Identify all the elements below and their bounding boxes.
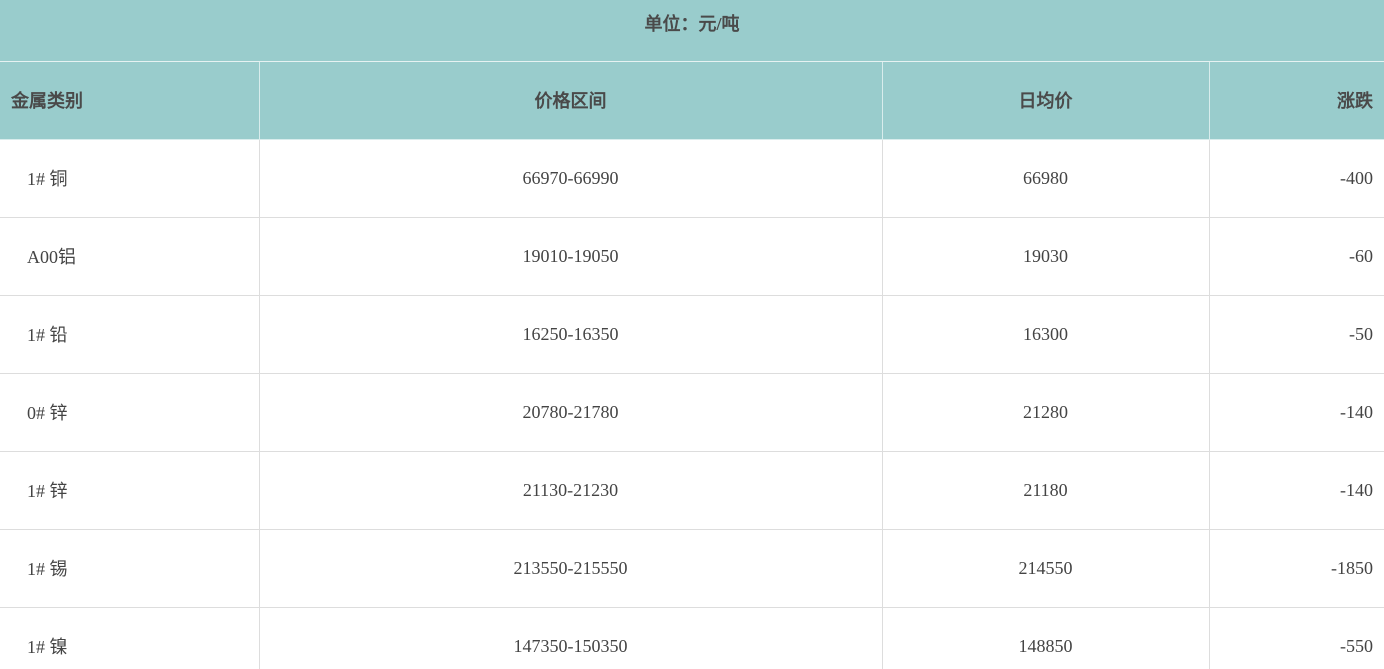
table-row: A00铝 19010-19050 19030 -60 (0, 216, 1384, 296)
cell-average-price: 214550 (881, 528, 1210, 608)
table-row: 1# 铜 66970-66990 66980 -400 (0, 138, 1384, 218)
col-header-range: 价格区间 (258, 61, 883, 140)
cell-price-range: 19010-19050 (258, 216, 883, 296)
table-row: 0# 锌 20780-21780 21280 -140 (0, 372, 1384, 452)
cell-change: -50 (1208, 294, 1384, 374)
cell-average-price: 148850 (881, 606, 1210, 669)
cell-metal: 1# 锡 (0, 528, 260, 608)
header-row: 金属类别 价格区间 日均价 涨跌 (0, 61, 1384, 140)
cell-change: -400 (1208, 138, 1384, 218)
col-header-metal: 金属类别 (0, 61, 260, 140)
cell-price-range: 16250-16350 (258, 294, 883, 374)
cell-metal: 1# 镍 (0, 606, 260, 669)
cell-change: -140 (1208, 450, 1384, 530)
cell-average-price: 21180 (881, 450, 1210, 530)
cell-change: -140 (1208, 372, 1384, 452)
table-row: 1# 镍 147350-150350 148850 -550 (0, 606, 1384, 669)
cell-average-price: 16300 (881, 294, 1210, 374)
cell-change: -550 (1208, 606, 1384, 669)
cell-metal: 1# 铜 (0, 138, 260, 218)
col-header-change: 涨跌 (1208, 61, 1384, 140)
table-row: 1# 铅 16250-16350 16300 -50 (0, 294, 1384, 374)
cell-price-range: 147350-150350 (258, 606, 883, 669)
cell-average-price: 19030 (881, 216, 1210, 296)
table-row: 1# 锡 213550-215550 214550 -1850 (0, 528, 1384, 608)
cell-price-range: 213550-215550 (258, 528, 883, 608)
cell-average-price: 21280 (881, 372, 1210, 452)
cell-metal: 0# 锌 (0, 372, 260, 452)
cell-change: -1850 (1208, 528, 1384, 608)
cell-change: -60 (1208, 216, 1384, 296)
col-header-avg: 日均价 (881, 61, 1210, 140)
cell-metal: 1# 锌 (0, 450, 260, 530)
cell-metal: A00铝 (0, 216, 260, 296)
table-row: 1# 锌 21130-21230 21180 -140 (0, 450, 1384, 530)
cell-metal: 1# 铅 (0, 294, 260, 374)
cell-average-price: 66980 (881, 138, 1210, 218)
cell-price-range: 20780-21780 (258, 372, 883, 452)
unit-label: 单位：元/吨 (0, 0, 1384, 62)
cell-price-range: 66970-66990 (258, 138, 883, 218)
cell-price-range: 21130-21230 (258, 450, 883, 530)
